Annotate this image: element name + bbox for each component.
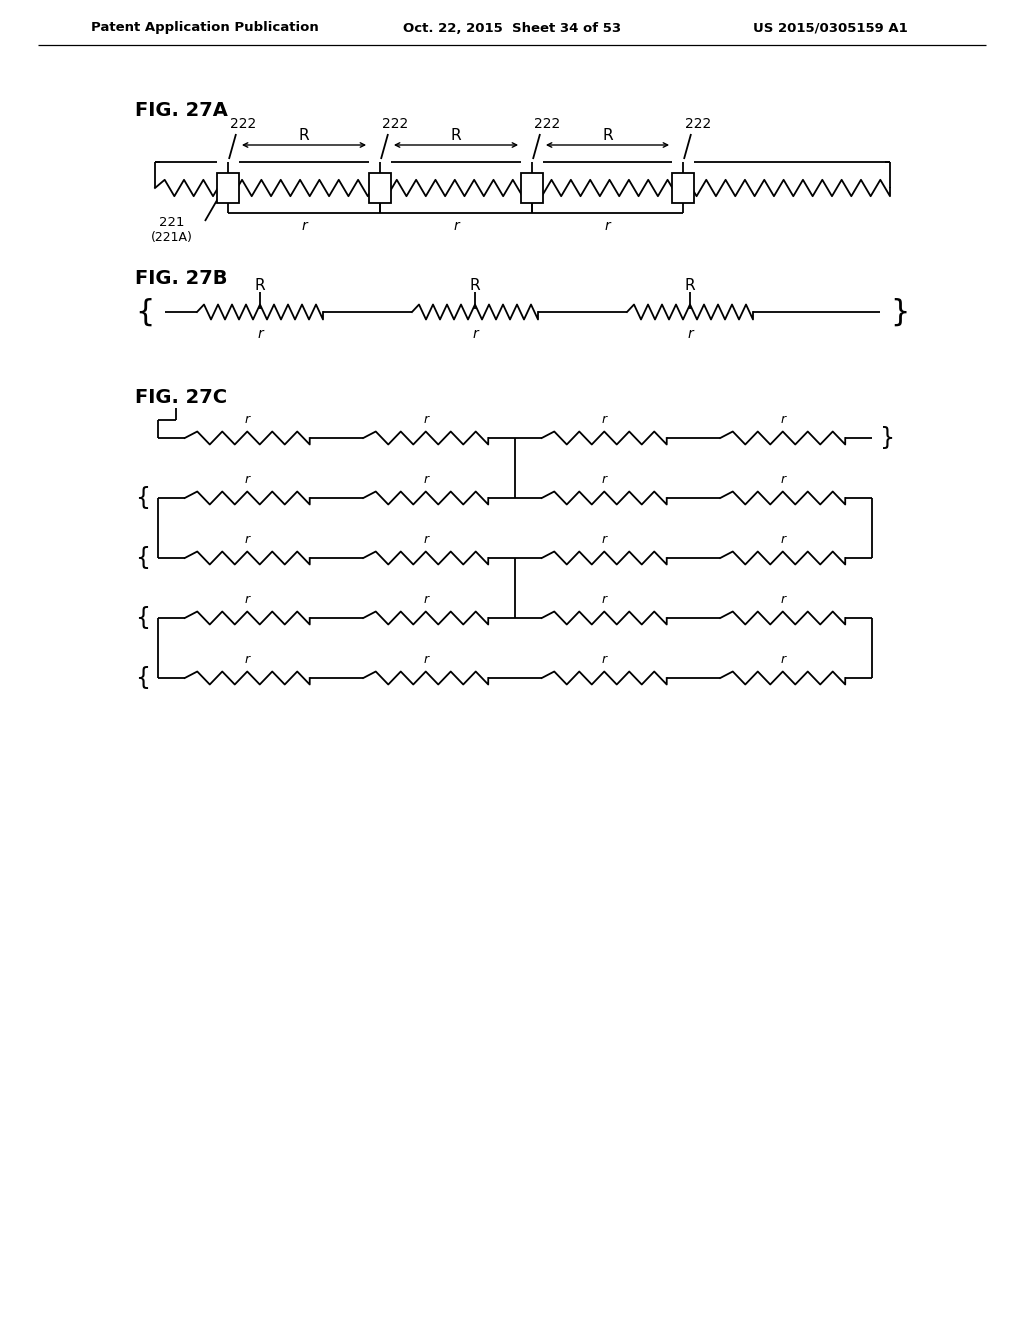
Text: r: r: [423, 533, 428, 546]
Text: r: r: [602, 593, 607, 606]
Text: Oct. 22, 2015  Sheet 34 of 53: Oct. 22, 2015 Sheet 34 of 53: [402, 21, 622, 34]
Text: r: r: [245, 653, 250, 667]
Text: r: r: [780, 473, 785, 486]
Text: R: R: [255, 277, 265, 293]
Text: r: r: [257, 327, 263, 341]
Text: 221: 221: [160, 216, 184, 230]
Text: 222: 222: [229, 117, 256, 131]
Text: r: r: [423, 653, 428, 667]
Bar: [521, 173, 543, 203]
Text: FIG. 27A: FIG. 27A: [135, 100, 228, 120]
Text: r: r: [602, 473, 607, 486]
Text: r: r: [301, 219, 307, 234]
Text: r: r: [454, 219, 459, 234]
Text: r: r: [245, 593, 250, 606]
Text: 222: 222: [534, 117, 560, 131]
Text: R: R: [451, 128, 462, 143]
Text: FIG. 27C: FIG. 27C: [135, 388, 227, 408]
Text: r: r: [687, 327, 693, 341]
Text: {: {: [135, 546, 150, 570]
Text: }: }: [880, 426, 895, 450]
Text: {: {: [135, 486, 150, 510]
Text: R: R: [602, 128, 612, 143]
Text: r: r: [780, 593, 785, 606]
Text: r: r: [604, 219, 610, 234]
Text: R: R: [685, 277, 695, 293]
Text: r: r: [780, 653, 785, 667]
Text: 222: 222: [685, 117, 711, 131]
Text: R: R: [470, 277, 480, 293]
Text: r: r: [423, 593, 428, 606]
Text: r: r: [602, 413, 607, 426]
Text: {: {: [135, 297, 155, 326]
Text: r: r: [602, 533, 607, 546]
Text: r: r: [780, 533, 785, 546]
Text: r: r: [245, 413, 250, 426]
Text: r: r: [472, 327, 478, 341]
Text: Patent Application Publication: Patent Application Publication: [91, 21, 318, 34]
Bar: [217, 173, 239, 203]
Text: r: r: [423, 473, 428, 486]
Text: r: r: [245, 533, 250, 546]
Text: }: }: [890, 297, 909, 326]
Bar: [369, 173, 391, 203]
Text: r: r: [780, 413, 785, 426]
Text: (221A): (221A): [152, 231, 193, 244]
Text: r: r: [245, 473, 250, 486]
Text: FIG. 27B: FIG. 27B: [135, 268, 227, 288]
Text: R: R: [299, 128, 309, 143]
Text: 222: 222: [382, 117, 409, 131]
Text: r: r: [423, 413, 428, 426]
Text: US 2015/0305159 A1: US 2015/0305159 A1: [753, 21, 907, 34]
Bar: [672, 173, 694, 203]
Text: r: r: [602, 653, 607, 667]
Text: {: {: [135, 606, 150, 630]
Text: {: {: [135, 667, 150, 690]
